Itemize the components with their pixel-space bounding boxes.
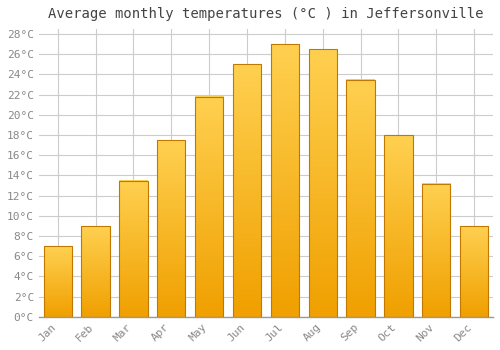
Bar: [44, 246, 72, 317]
Bar: [460, 226, 488, 317]
Bar: [346, 79, 375, 317]
Title: Average monthly temperatures (°C ) in Jeffersonville: Average monthly temperatures (°C ) in Je…: [48, 7, 484, 21]
Bar: [308, 49, 337, 317]
Bar: [233, 64, 261, 317]
Bar: [422, 183, 450, 317]
Bar: [157, 140, 186, 317]
Bar: [270, 44, 299, 317]
Bar: [384, 135, 412, 317]
Bar: [119, 181, 148, 317]
Bar: [195, 97, 224, 317]
Bar: [82, 226, 110, 317]
